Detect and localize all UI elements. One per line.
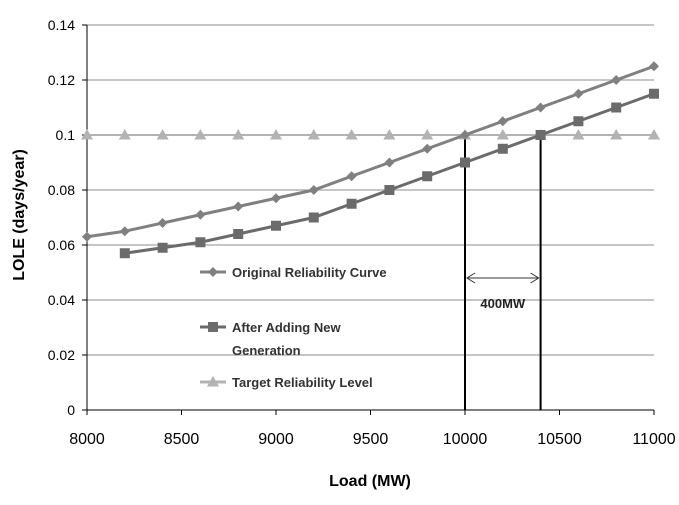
data-point: [346, 198, 357, 209]
data-point: [271, 220, 281, 231]
data-point: [384, 157, 395, 168]
x-tick-label: 11000: [632, 431, 675, 448]
annotations: 400MW: [464, 135, 542, 410]
data-point: [497, 143, 508, 154]
data-point: [308, 212, 319, 223]
data-point: [118, 129, 131, 140]
legend-entry-diamond: Original Reliability Curve: [200, 265, 387, 280]
series-line: [86, 64, 655, 239]
data-point: [82, 231, 92, 242]
data-point: [460, 157, 470, 168]
data-point: [535, 102, 546, 113]
data-point: [346, 171, 357, 182]
series-group: [81, 61, 660, 259]
data-point: [649, 61, 659, 72]
legend-marker: [208, 267, 218, 277]
legend-label: Original Reliability Curve: [232, 265, 387, 280]
data-point: [496, 129, 509, 140]
y-tick-label: 0.08: [48, 182, 75, 198]
axes: 0 0.02 0.04 0.06 0.08 0.1 0.12 0.14 8000 8500 9000…: [48, 17, 676, 448]
data-point: [233, 201, 244, 212]
data-point: [119, 248, 130, 259]
data-point: [345, 129, 358, 140]
data-point: [156, 129, 169, 140]
data-point: [611, 75, 622, 85]
data-point: [119, 226, 130, 237]
legend-marker: [208, 322, 218, 332]
x-tick-label: 10000: [443, 431, 488, 448]
data-point: [648, 129, 660, 140]
span-label: 400MW: [480, 296, 526, 311]
data-point: [194, 129, 207, 140]
y-tick-label: 0.1: [56, 127, 76, 143]
data-point: [611, 102, 622, 113]
data-point: [195, 237, 206, 248]
data-point: [232, 129, 245, 140]
x-tick-label: 9000: [258, 431, 294, 448]
legend-marker: [207, 376, 219, 387]
x-tick-label: 10500: [537, 431, 582, 448]
x-tick-label: 8000: [69, 431, 105, 448]
x-tick-label: 9500: [353, 431, 389, 448]
y-tick-label: 0.14: [48, 17, 75, 33]
data-point: [422, 171, 433, 182]
data-point: [308, 185, 319, 195]
data-point: [233, 229, 244, 239]
y-tick-label: 0.06: [48, 237, 75, 253]
data-point: [383, 129, 396, 140]
legend-entry-square: After Adding New Generation: [200, 320, 341, 358]
legend-label: Generation: [232, 343, 301, 358]
span-arrowhead-left: [466, 272, 476, 284]
data-point: [157, 218, 168, 228]
x-axis-title: Load (MW): [329, 473, 411, 490]
y-tick-label: 0.12: [48, 72, 75, 88]
y-tick-label: 0.04: [48, 292, 75, 308]
x-tick-label: 8500: [164, 431, 200, 448]
y-tick-label: 0: [67, 402, 75, 418]
data-point: [195, 209, 206, 220]
data-point: [497, 116, 508, 127]
legend: Original Reliability Curve After Adding N…: [200, 265, 387, 390]
data-point: [649, 88, 659, 99]
series-diamond: [82, 61, 659, 242]
data-point: [535, 130, 546, 140]
data-point: [610, 129, 623, 140]
legend-label: Target Reliability Level: [232, 375, 373, 390]
data-point: [421, 129, 434, 140]
data-point: [384, 185, 395, 195]
data-point: [157, 242, 168, 253]
legend-entry-triangle: Target Reliability Level: [200, 375, 373, 390]
data-point: [307, 129, 320, 140]
data-point: [460, 130, 470, 140]
y-tick-label: 0.02: [48, 347, 75, 363]
data-point: [572, 129, 585, 140]
legend-label: After Adding New: [232, 320, 341, 335]
data-point: [270, 129, 282, 140]
data-point: [422, 143, 433, 154]
data-point: [573, 88, 584, 99]
data-point: [573, 116, 584, 127]
series-square: [119, 88, 659, 259]
data-point: [81, 129, 93, 140]
span-arrowhead-right: [530, 272, 540, 284]
data-point: [271, 193, 281, 204]
y-axis-title: LOLE (days/year): [11, 149, 28, 281]
